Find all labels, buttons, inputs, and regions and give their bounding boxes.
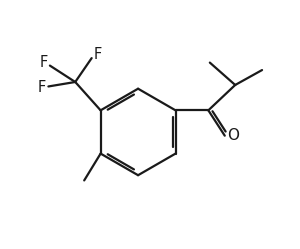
- Text: F: F: [94, 47, 102, 62]
- Text: F: F: [38, 80, 46, 95]
- Text: O: O: [227, 128, 239, 143]
- Text: F: F: [39, 55, 47, 69]
